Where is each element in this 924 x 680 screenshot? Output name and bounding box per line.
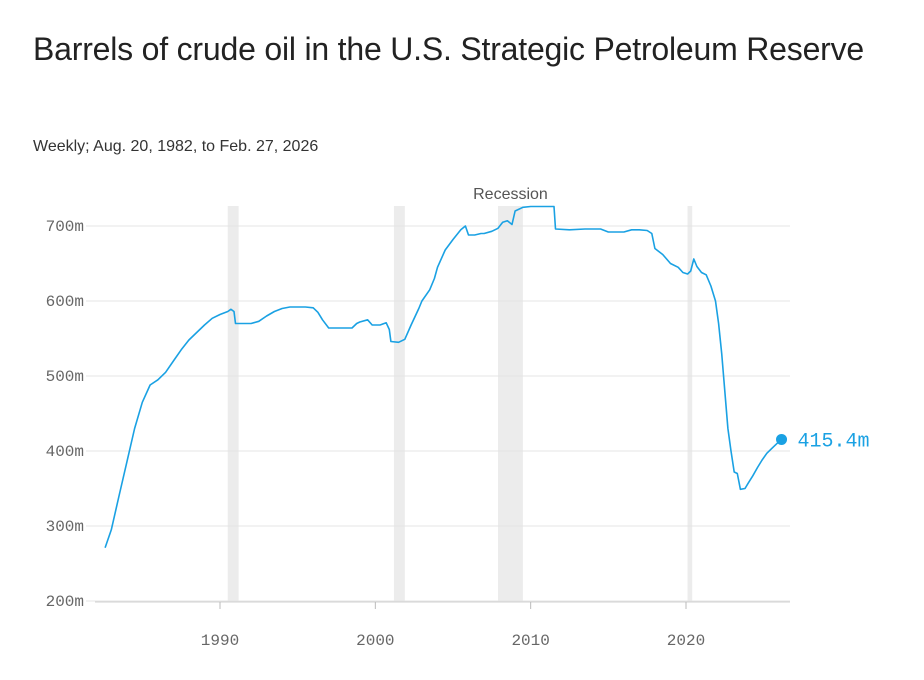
series-layer bbox=[104, 205, 783, 549]
y-tick-label: 200m bbox=[46, 593, 84, 611]
chart-subtitle: Weekly; Aug. 20, 1982, to Feb. 27, 2026 bbox=[33, 138, 319, 155]
recession-band bbox=[498, 206, 523, 601]
y-tick-label: 700m bbox=[46, 218, 84, 236]
end-value-label: 415.4m bbox=[798, 430, 870, 453]
recession-band bbox=[393, 206, 405, 601]
y-tick-label: 300m bbox=[46, 518, 84, 536]
chart-title: Barrels of crude oil in the U.S. Strateg… bbox=[33, 31, 865, 67]
x-tick-label: 2000 bbox=[356, 632, 394, 650]
x-axis-ticks: 1990 2000 2010 2020 bbox=[95, 601, 790, 650]
y-axis-ticks: 200m 300m 400m 500m 600m 700m bbox=[46, 218, 84, 611]
y-tick-label: 400m bbox=[46, 443, 84, 461]
recession-band bbox=[687, 206, 693, 601]
y-tick-label: 600m bbox=[46, 293, 84, 311]
x-tick-label: 2010 bbox=[511, 632, 549, 650]
x-tick-label: 1990 bbox=[201, 632, 239, 650]
recession-bands bbox=[227, 206, 693, 601]
recession-band bbox=[227, 206, 239, 601]
end-point-marker bbox=[776, 433, 788, 445]
series-line bbox=[104, 205, 783, 549]
gridlines bbox=[86, 225, 790, 602]
x-tick-label: 2020 bbox=[667, 632, 705, 650]
recession-annotation: Recession bbox=[473, 186, 548, 203]
y-tick-label: 500m bbox=[46, 368, 84, 386]
